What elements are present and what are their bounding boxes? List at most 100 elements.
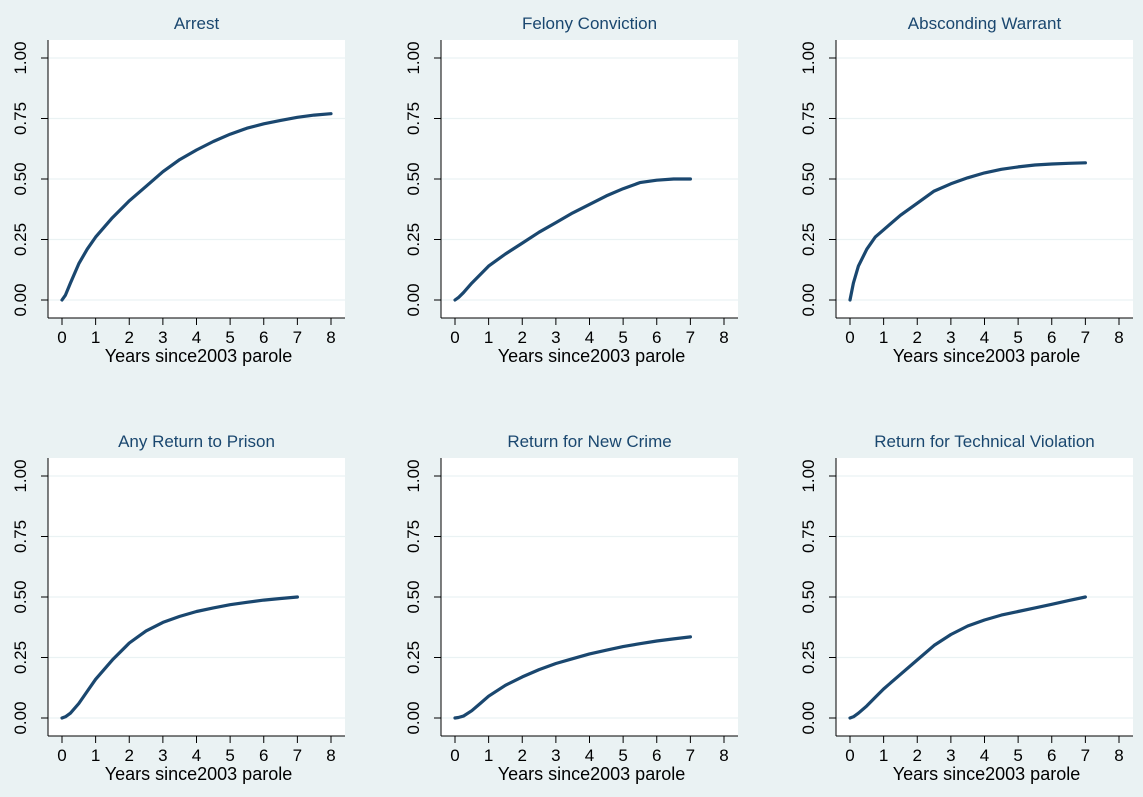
series-line (453, 177, 692, 302)
y-tick-label: 0.25 (404, 223, 423, 256)
x-tick-label: 0 (57, 328, 66, 347)
x-tick-label: 8 (1114, 328, 1123, 347)
x-tick-label: 3 (946, 328, 955, 347)
x-tick-label: 1 (484, 328, 493, 347)
x-tick-label: 2 (913, 328, 922, 347)
x-tick-label: 4 (192, 746, 201, 765)
y-tick-label: 1.00 (404, 41, 423, 74)
y-tick-label: 1.00 (11, 459, 30, 492)
y-tick-label: 0.75 (799, 520, 818, 553)
series-line (60, 112, 333, 302)
panel-title: Return for New Crime (507, 432, 671, 451)
x-tick-label: 3 (551, 328, 560, 347)
y-tick-label: 0.50 (11, 580, 30, 613)
x-axis-title: Years since2003 parole (105, 764, 292, 784)
x-tick-label: 1 (484, 746, 493, 765)
x-tick-label: 5 (618, 746, 627, 765)
x-tick-label: 7 (293, 746, 302, 765)
x-tick-label: 4 (585, 746, 594, 765)
x-tick-label: 4 (980, 328, 989, 347)
x-tick-label: 8 (719, 746, 728, 765)
panel-title: Felony Conviction (522, 14, 657, 33)
x-tick-label: 3 (946, 746, 955, 765)
x-tick-label: 5 (1013, 328, 1022, 347)
y-tick-label: 0.25 (799, 641, 818, 674)
x-tick-label: 5 (225, 328, 234, 347)
x-tick-label: 5 (1013, 746, 1022, 765)
x-tick-label: 8 (1114, 746, 1123, 765)
x-tick-label: 7 (1081, 746, 1090, 765)
x-tick-label: 8 (326, 746, 335, 765)
x-tick-label: 6 (652, 328, 661, 347)
series-line (453, 635, 692, 720)
y-tick-label: 0.75 (404, 102, 423, 135)
y-tick-label: 0.50 (404, 162, 423, 195)
x-tick-label: 1 (879, 328, 888, 347)
x-tick-label: 2 (518, 328, 527, 347)
x-tick-label: 8 (719, 328, 728, 347)
x-tick-label: 6 (1047, 328, 1056, 347)
y-tick-label: 0.00 (11, 701, 30, 734)
y-tick-label: 1.00 (799, 459, 818, 492)
x-tick-label: 0 (57, 746, 66, 765)
y-tick-label: 0.50 (799, 162, 818, 195)
x-tick-label: 8 (326, 328, 335, 347)
x-tick-label: 5 (618, 328, 627, 347)
y-tick-label: 0.00 (799, 283, 818, 316)
x-tick-label: 3 (551, 746, 560, 765)
x-tick-label: 0 (450, 328, 459, 347)
series-line (848, 595, 1087, 720)
x-axis-title: Years since2003 parole (498, 764, 685, 784)
x-tick-label: 4 (192, 328, 201, 347)
x-tick-label: 1 (879, 746, 888, 765)
x-axis-title: Years since2003 parole (105, 346, 292, 366)
x-axis-title: Years since2003 parole (498, 346, 685, 366)
x-tick-label: 0 (845, 328, 854, 347)
series-line (60, 595, 299, 720)
x-tick-label: 1 (91, 746, 100, 765)
y-tick-label: 0.50 (404, 580, 423, 613)
y-tick-label: 0.00 (799, 701, 818, 734)
x-tick-label: 2 (518, 746, 527, 765)
x-tick-label: 2 (913, 746, 922, 765)
panel-title: Any Return to Prison (118, 432, 275, 451)
y-tick-label: 0.25 (404, 641, 423, 674)
panel-title: Absconding Warrant (908, 14, 1062, 33)
y-tick-label: 0.75 (11, 102, 30, 135)
x-tick-label: 1 (91, 328, 100, 347)
chart-panel: 0.00 0.25 0.50 0.75 1.00 0 1 2 3 4 5 6 7 8 Years since… (799, 432, 1133, 784)
x-axis-title: Years since2003 parole (893, 764, 1080, 784)
y-tick-label: 0.00 (11, 283, 30, 316)
y-tick-label: 0.25 (11, 223, 30, 256)
y-tick-label: 0.75 (11, 520, 30, 553)
y-tick-label: 1.00 (799, 41, 818, 74)
x-tick-label: 7 (293, 328, 302, 347)
x-tick-label: 6 (259, 328, 268, 347)
x-tick-label: 6 (652, 746, 661, 765)
chart-panel: 0.00 0.25 0.50 0.75 1.00 0 1 2 3 4 5 6 7 8 Years since… (11, 432, 345, 784)
y-tick-label: 0.25 (799, 223, 818, 256)
series-line (848, 161, 1087, 302)
x-tick-label: 6 (259, 746, 268, 765)
x-tick-label: 3 (158, 328, 167, 347)
y-tick-label: 0.50 (11, 162, 30, 195)
x-tick-label: 3 (158, 746, 167, 765)
y-tick-label: 0.00 (404, 701, 423, 734)
y-tick-label: 0.00 (404, 283, 423, 316)
x-tick-label: 4 (980, 746, 989, 765)
x-tick-label: 7 (686, 328, 695, 347)
y-tick-label: 1.00 (404, 459, 423, 492)
x-tick-label: 2 (125, 746, 134, 765)
x-tick-label: 2 (125, 328, 134, 347)
x-tick-label: 5 (225, 746, 234, 765)
x-tick-label: 0 (845, 746, 854, 765)
y-tick-label: 1.00 (11, 41, 30, 74)
chart-panel: 0.00 0.25 0.50 0.75 1.00 0 1 2 3 4 5 6 7 8 Years since… (799, 14, 1133, 366)
x-tick-label: 4 (585, 328, 594, 347)
y-tick-label: 0.75 (799, 102, 818, 135)
x-tick-label: 7 (686, 746, 695, 765)
x-tick-label: 6 (1047, 746, 1056, 765)
x-tick-label: 7 (1081, 328, 1090, 347)
y-tick-label: 0.50 (799, 580, 818, 613)
chart-panel: 0.00 0.25 0.50 0.75 1.00 0 1 2 3 4 5 6 7 8 Years since… (11, 14, 345, 366)
